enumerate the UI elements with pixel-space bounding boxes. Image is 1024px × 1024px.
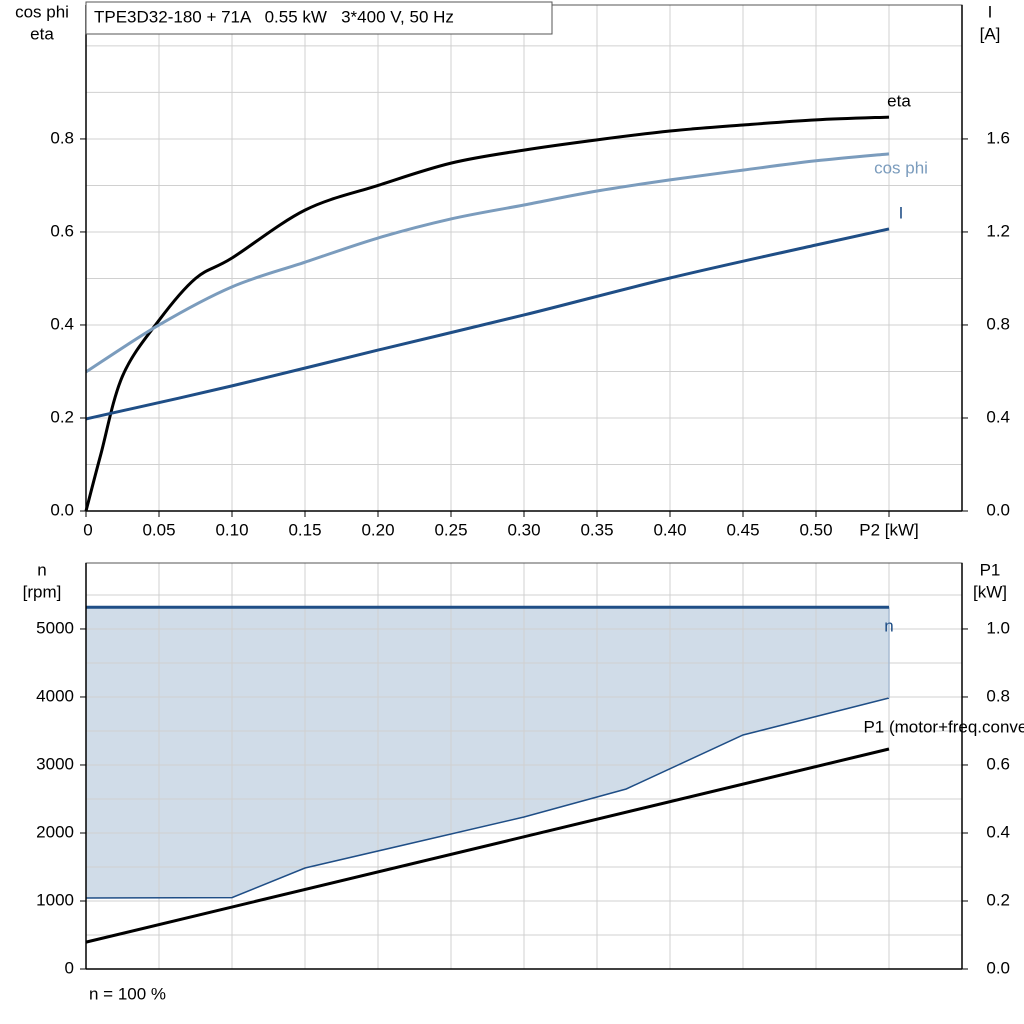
series-label: I bbox=[899, 203, 904, 222]
y-tick-label: 0 bbox=[65, 958, 74, 977]
series-label: cos phi bbox=[874, 158, 928, 177]
note: n = 100 % bbox=[89, 984, 166, 1003]
series-label: n bbox=[884, 617, 893, 636]
x-tick-label: 0.30 bbox=[507, 520, 540, 539]
x-tick-label: 0 bbox=[83, 520, 92, 539]
y-tick-label: 5000 bbox=[36, 618, 74, 637]
y-tick-label: 2000 bbox=[36, 822, 74, 841]
y2-tick-label: 0.0 bbox=[986, 500, 1010, 519]
y2-tick-label: 0.8 bbox=[986, 314, 1010, 333]
y-tick-label: 1000 bbox=[36, 890, 74, 909]
y-tick-label: 0.6 bbox=[50, 221, 74, 240]
x-tick-label: 0.20 bbox=[361, 520, 394, 539]
y-axis-label: eta bbox=[30, 24, 54, 43]
y2-axis-label: I bbox=[988, 2, 993, 21]
y2-tick-label: 1.6 bbox=[986, 128, 1010, 147]
range-boundary bbox=[85, 697, 890, 899]
chart-title: TPE3D32-180 + 71A 0.55 kW 3*400 V, 50 Hz bbox=[94, 7, 454, 26]
y-tick-label: 0.2 bbox=[50, 407, 74, 426]
series-label: eta bbox=[887, 92, 911, 111]
y2-tick-label: 1.0 bbox=[986, 618, 1010, 637]
title-box bbox=[85, 1, 553, 35]
y-tick-label: 3000 bbox=[36, 754, 74, 773]
x-tick-label: 0.50 bbox=[799, 520, 832, 539]
y-tick-label: 0.8 bbox=[50, 128, 74, 147]
x-tick-label: 0.05 bbox=[142, 520, 175, 539]
y-axis-label: n bbox=[37, 560, 46, 579]
y2-axis-label: P1 bbox=[980, 560, 1001, 579]
y2-tick-label: 1.2 bbox=[986, 221, 1010, 240]
x-tick-label: 0.25 bbox=[434, 520, 467, 539]
y2-tick-label: 0.8 bbox=[986, 686, 1010, 705]
series-line bbox=[85, 227, 890, 421]
y2-axis-label: [A] bbox=[980, 24, 1001, 43]
range-area bbox=[86, 607, 889, 899]
y2-tick-label: 0.6 bbox=[986, 754, 1010, 773]
x-tick-label: 0.40 bbox=[653, 520, 686, 539]
y2-tick-label: 0.2 bbox=[986, 890, 1010, 909]
y2-tick-label: 0.0 bbox=[986, 958, 1010, 977]
y-tick-label: 0.4 bbox=[50, 314, 74, 333]
series-label: P1 (motor+freq.converter) bbox=[863, 717, 1024, 736]
y2-axis-label: [kW] bbox=[973, 582, 1007, 601]
y2-tick-label: 0.4 bbox=[986, 407, 1010, 426]
x-tick-label: 0.35 bbox=[580, 520, 613, 539]
x-tick-label: 0.10 bbox=[215, 520, 248, 539]
y-tick-label: 0.0 bbox=[50, 500, 74, 519]
series-line bbox=[85, 152, 890, 374]
y-tick-label: 4000 bbox=[36, 686, 74, 705]
y-axis-label: cos phi bbox=[15, 2, 69, 21]
series-line bbox=[84, 115, 890, 512]
x-tick-label: 0.45 bbox=[726, 520, 759, 539]
x-tick-label: P2 [kW] bbox=[859, 520, 919, 539]
y-axis-label: [rpm] bbox=[23, 582, 62, 601]
y2-tick-label: 0.4 bbox=[986, 822, 1010, 841]
x-tick-label: 0.15 bbox=[288, 520, 321, 539]
series-line bbox=[85, 747, 890, 944]
